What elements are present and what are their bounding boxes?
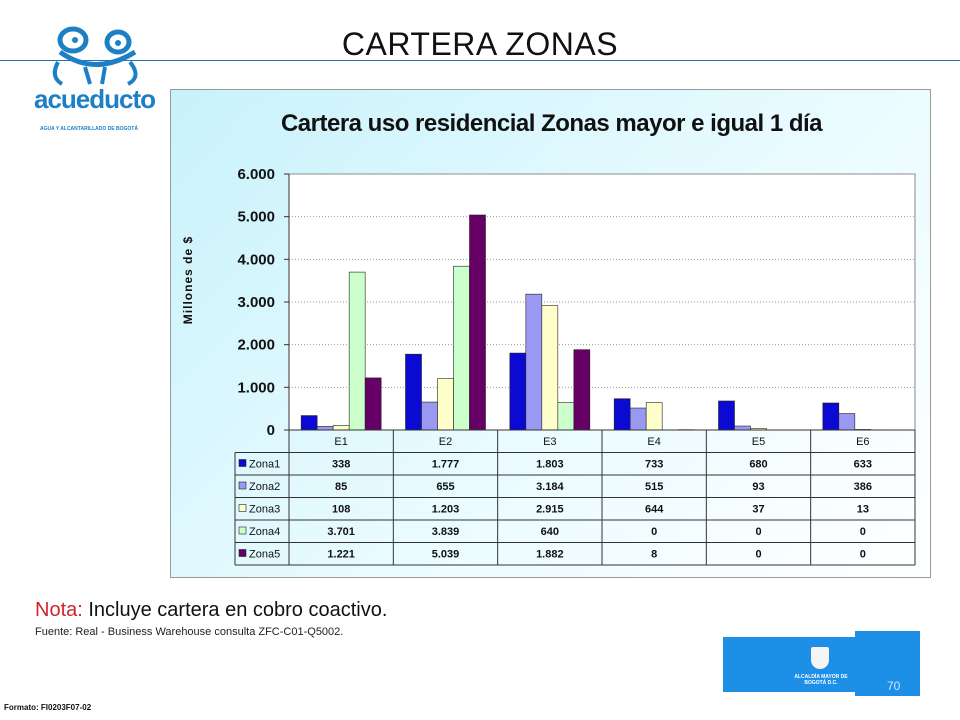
data-label: 733 [645,459,663,471]
legend-label: Zona3 [249,504,280,516]
data-label: 3.184 [536,481,564,493]
data-label: 93 [752,481,764,493]
category-label: E6 [856,436,869,448]
bar-zona3-e4 [645,402,663,431]
legend-label: Zona5 [249,549,280,561]
data-label: 0 [860,549,866,561]
bar-zona2-e6 [838,413,856,431]
data-label: 5.039 [432,549,460,561]
bar-zona5-e3 [573,349,591,431]
bar-zona1-e3 [509,352,527,431]
category-label: E4 [647,436,660,448]
data-label: 680 [749,459,767,471]
bar-zona1-e4 [613,398,631,431]
bar-zona2-e5 [734,425,751,431]
acueducto-logo [30,22,160,142]
bar-zona2-e2 [421,401,438,431]
logo-wordmark: acueducto [34,84,156,114]
legend-label: Zona1 [249,459,280,471]
data-label: 655 [436,481,454,493]
data-label: 386 [854,481,872,493]
footer-block-right [855,631,920,696]
bar-zona4-e1 [348,271,366,431]
chart-title: Cartera uso residencial Zonas mayor e ig… [280,110,823,137]
y-tick-label: 5.000 [237,209,275,226]
legend-swatch-zona2 [238,481,247,490]
bar-zona3-e2 [437,378,454,431]
source-text: Fuente: Real - Business Warehouse consul… [35,626,344,638]
legend-label: Zona2 [249,481,280,493]
formato-code: Formato: FI0203F07-02 [4,703,92,712]
data-label: 8 [651,549,657,561]
bar-zona1-e6 [822,402,840,431]
logo-subtitle: AGUA Y ALCANTARILLADO DE BOGOTÁ [40,126,138,132]
data-label: 338 [332,459,350,471]
data-label: 108 [332,504,350,516]
bar-chart: 0 1.000 2.000 3.000 4.000 5.000 6.000 E1 E2 E3 E4 E… [234,166,916,566]
data-label: 1.221 [327,549,355,561]
y-tick-label: 1.000 [237,379,275,396]
data-label: 85 [335,481,347,493]
data-label: 644 [645,504,664,516]
page-number: 70 [887,679,901,693]
bar-zona3-e3 [541,305,559,431]
data-label: 640 [541,526,559,538]
bar-zona1-e2 [405,353,422,431]
top-rule [0,60,960,61]
category-label: E5 [752,436,765,448]
note-key: Nota: [35,599,83,621]
bar-zona5-e1 [364,377,382,431]
data-label: 1.777 [432,459,460,471]
category-label: E1 [334,436,347,448]
data-label: 0 [755,549,761,561]
bar-zona3-e1 [332,425,350,431]
category-label: E2 [439,436,452,448]
bar-zona4-e2 [453,265,470,431]
y-tick-label: 0 [267,422,275,439]
y-tick-label: 3.000 [237,294,275,311]
data-label: 633 [854,459,872,471]
y-tick-label: 6.000 [237,166,275,183]
data-label: 1.203 [432,504,460,516]
footer-block [723,637,855,692]
y-tick-label: 2.000 [237,337,275,354]
legend-label: Zona4 [249,526,280,538]
data-label: 0 [860,526,866,538]
bar-zona2-e4 [629,407,647,431]
bar-zona2-e1 [316,426,334,431]
data-label: 3.701 [327,526,355,538]
note-text: Incluye cartera en cobro coactivo. [82,599,388,621]
legend-swatch-zona5 [238,549,247,557]
data-label: 0 [651,526,657,538]
alcaldia-text: ALCALDÍA MAYOR DE BOGOTÁ D.C. [794,674,848,686]
data-label: 13 [857,504,869,516]
chart-panel: Cartera uso residencial Zonas mayor e ig… [170,89,931,578]
frog-icon [52,26,138,86]
data-label: 2.915 [536,504,564,516]
bar-zona5-e2 [469,214,486,431]
bar-zona1-e1 [300,415,318,431]
category-label: E3 [543,436,556,448]
legend-swatch-zona1 [238,459,247,467]
slide-title: CARTERA ZONAS [341,26,619,62]
y-tick-label: 4.000 [237,251,275,268]
data-label: 37 [752,504,764,516]
legend-swatch-zona3 [238,504,247,512]
note: Nota: Incluye cartera en cobro coactivo. [35,599,387,622]
legend-swatch-zona4 [238,526,247,535]
data-label: 3.839 [432,526,460,538]
data-label: 0 [755,526,761,538]
alcaldia-shield-icon [811,647,829,669]
bar-zona2-e3 [525,293,543,431]
data-label: 1.803 [536,459,564,471]
bar-zona1-e5 [718,400,735,431]
bar-zona4-e3 [557,402,575,431]
data-label: 515 [645,481,663,493]
data-label: 1.882 [536,549,564,561]
